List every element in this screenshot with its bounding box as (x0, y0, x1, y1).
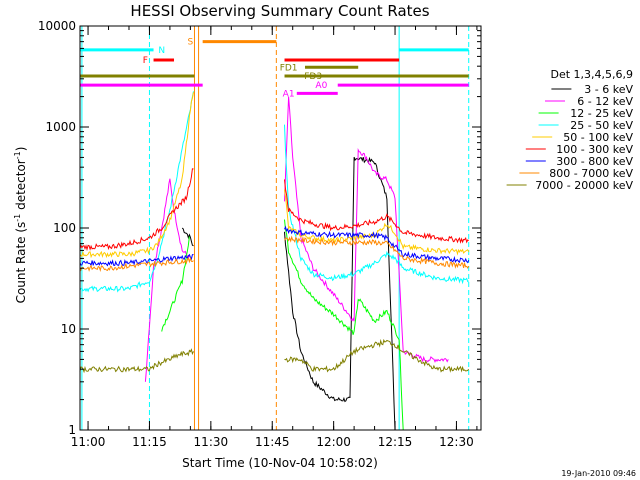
y-tick-label: 100 (53, 221, 76, 235)
x-tick-label: 11:45 (255, 435, 290, 449)
series-line (144, 96, 449, 382)
y-axis-label: Count Rate (s-1 detector-1) (13, 147, 28, 304)
x-tick-label: 11:00 (71, 435, 106, 449)
legend-title: Det 1,3,4,5,6,9 (550, 68, 633, 81)
series-line (181, 156, 396, 431)
y-tick-label: 10000 (38, 19, 76, 33)
legend-entry-label: 6 - 12 keV (577, 95, 633, 108)
flag-label: F (143, 56, 148, 66)
flag-label: A1 (283, 89, 295, 99)
flag-label: A0 (315, 81, 327, 91)
flag-label: S (188, 38, 194, 48)
x-axis-label: Start Time (10-Nov-04 10:58:02) (182, 456, 378, 470)
x-tick-label: 12:00 (316, 435, 351, 449)
flag-label: FD3 (304, 72, 322, 82)
legend-entry-label: 7000 - 20000 keV (535, 179, 633, 192)
flag-label: N (158, 46, 165, 56)
axes: 1 10 100 1000 10000 11:00 11:15 11:30 11:45 12:00… (38, 19, 482, 449)
legend-entry-label: 25 - 50 keV (570, 119, 633, 132)
y-tick-label: 10 (61, 322, 76, 336)
series-line (79, 225, 470, 267)
legend-entry-label: 800 - 7000 keV (549, 167, 633, 180)
legend-entry-label: 12 - 25 keV (570, 107, 633, 120)
y-tick-label: 1 (68, 423, 76, 437)
x-tick-label: 11:15 (132, 435, 167, 449)
legend-entry-label: 3 - 6 keV (584, 83, 633, 96)
legend-entry-label: 300 - 800 keV (556, 155, 633, 168)
series-line (79, 91, 469, 293)
series-line (79, 338, 470, 374)
footer-timestamp: 19-Jan-2010 09:46 (561, 469, 636, 478)
series-line (79, 92, 470, 259)
x-tick-label: 12:15 (378, 435, 413, 449)
x-tick-label: 11:30 (194, 435, 229, 449)
y-tick-label: 1000 (45, 120, 76, 134)
legend-entry-label: 100 - 300 keV (556, 143, 633, 156)
legend-entry-label: 50 - 100 keV (563, 131, 633, 144)
chart-title: HESSI Observing Summary Count Rates (130, 2, 429, 20)
series-line (161, 219, 404, 431)
x-tick-label: 12:30 (439, 435, 474, 449)
flag-label: FD1 (280, 63, 298, 73)
series-line (79, 168, 469, 252)
series-line (79, 235, 470, 272)
